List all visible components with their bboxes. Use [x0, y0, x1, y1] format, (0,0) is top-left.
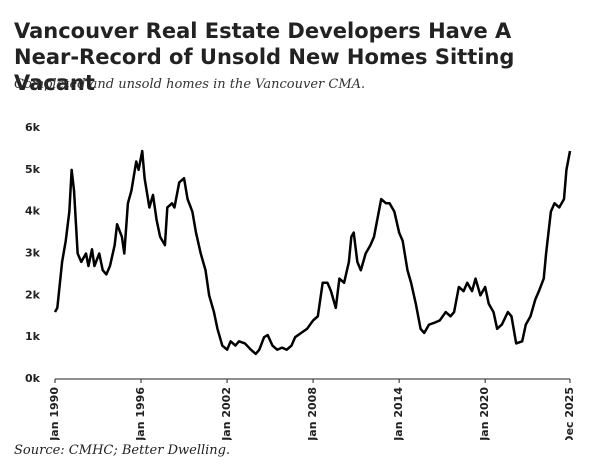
chart-title: Vancouver Real Estate Developers Have A …: [14, 19, 515, 95]
x-tick-label: Jan 2002: [220, 387, 233, 440]
y-tick-label: 0k: [25, 372, 41, 385]
y-tick-label: 2k: [25, 288, 41, 301]
y-tick-label: 3k: [25, 247, 41, 260]
y-tick-label: 6k: [25, 121, 41, 134]
data-line: [53, 149, 572, 356]
y-tick-label: 1k: [25, 330, 41, 343]
x-tick-label: Jan 1990: [48, 387, 61, 440]
x-tick-label: Dec 2025: [563, 387, 576, 440]
x-tick-label: Jan 2020: [478, 387, 491, 440]
chart-subtitle: Completed and unsold homes in the Vancou…: [14, 77, 366, 92]
x-tick-label: Jan 2008: [306, 387, 319, 440]
source-note: Source: CMHC; Better Dwelling.: [14, 443, 231, 458]
x-tick-label: Jan 1996: [134, 387, 147, 440]
y-tick-label: 5k: [25, 163, 41, 176]
chart: 0k 1k 2k 3k 4k 5k 6k Jan 1990 Jan 1996 Jan 2002 Ja…: [25, 121, 576, 440]
y-tick-label: 4k: [25, 205, 41, 218]
x-tick-label: Jan 2014: [392, 387, 405, 440]
